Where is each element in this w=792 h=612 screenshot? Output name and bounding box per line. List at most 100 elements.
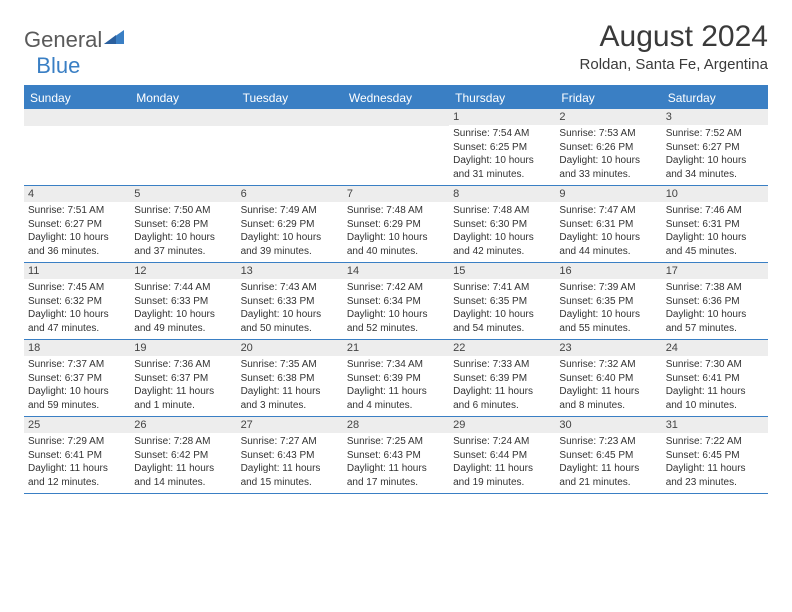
- day-details: Sunrise: 7:44 AMSunset: 6:33 PMDaylight:…: [130, 279, 236, 339]
- day-cell-7: 7Sunrise: 7:48 AMSunset: 6:29 PMDaylight…: [343, 186, 449, 262]
- week-row: 4Sunrise: 7:51 AMSunset: 6:27 PMDaylight…: [24, 186, 768, 263]
- day-details: Sunrise: 7:29 AMSunset: 6:41 PMDaylight:…: [24, 433, 130, 493]
- day-number: 13: [237, 263, 343, 279]
- day-header-tuesday: Tuesday: [237, 87, 343, 109]
- brand-triangle-icon: [104, 24, 124, 50]
- day-cell-9: 9Sunrise: 7:47 AMSunset: 6:31 PMDaylight…: [555, 186, 661, 262]
- day-cell-19: 19Sunrise: 7:36 AMSunset: 6:37 PMDayligh…: [130, 340, 236, 416]
- day-number: 17: [662, 263, 768, 279]
- day-number: 19: [130, 340, 236, 356]
- day-details: Sunrise: 7:34 AMSunset: 6:39 PMDaylight:…: [343, 356, 449, 416]
- month-title: August 2024: [580, 20, 768, 54]
- day-cell-12: 12Sunrise: 7:44 AMSunset: 6:33 PMDayligh…: [130, 263, 236, 339]
- brand-logo: General: [24, 24, 124, 56]
- day-cell-23: 23Sunrise: 7:32 AMSunset: 6:40 PMDayligh…: [555, 340, 661, 416]
- day-cell-17: 17Sunrise: 7:38 AMSunset: 6:36 PMDayligh…: [662, 263, 768, 339]
- day-number-empty: [130, 109, 236, 126]
- day-cell-25: 25Sunrise: 7:29 AMSunset: 6:41 PMDayligh…: [24, 417, 130, 493]
- day-details: Sunrise: 7:38 AMSunset: 6:36 PMDaylight:…: [662, 279, 768, 339]
- day-number: 26: [130, 417, 236, 433]
- day-number: 25: [24, 417, 130, 433]
- day-number-empty: [24, 109, 130, 126]
- day-number: 5: [130, 186, 236, 202]
- day-cell-24: 24Sunrise: 7:30 AMSunset: 6:41 PMDayligh…: [662, 340, 768, 416]
- brand-part2: Blue: [36, 53, 80, 79]
- day-details: Sunrise: 7:53 AMSunset: 6:26 PMDaylight:…: [555, 125, 661, 185]
- day-cell-30: 30Sunrise: 7:23 AMSunset: 6:45 PMDayligh…: [555, 417, 661, 493]
- day-cell-26: 26Sunrise: 7:28 AMSunset: 6:42 PMDayligh…: [130, 417, 236, 493]
- day-cell-31: 31Sunrise: 7:22 AMSunset: 6:45 PMDayligh…: [662, 417, 768, 493]
- day-details-empty: [343, 126, 449, 178]
- day-number: 28: [343, 417, 449, 433]
- day-details: Sunrise: 7:32 AMSunset: 6:40 PMDaylight:…: [555, 356, 661, 416]
- day-cell-empty: [130, 109, 236, 185]
- day-details: Sunrise: 7:48 AMSunset: 6:29 PMDaylight:…: [343, 202, 449, 262]
- day-number: 18: [24, 340, 130, 356]
- day-cell-8: 8Sunrise: 7:48 AMSunset: 6:30 PMDaylight…: [449, 186, 555, 262]
- day-number: 27: [237, 417, 343, 433]
- day-details: Sunrise: 7:52 AMSunset: 6:27 PMDaylight:…: [662, 125, 768, 185]
- day-number: 30: [555, 417, 661, 433]
- day-number: 12: [130, 263, 236, 279]
- day-number: 10: [662, 186, 768, 202]
- day-cell-20: 20Sunrise: 7:35 AMSunset: 6:38 PMDayligh…: [237, 340, 343, 416]
- day-details: Sunrise: 7:35 AMSunset: 6:38 PMDaylight:…: [237, 356, 343, 416]
- day-header-monday: Monday: [130, 87, 236, 109]
- day-number: 15: [449, 263, 555, 279]
- day-number-empty: [343, 109, 449, 126]
- day-cell-28: 28Sunrise: 7:25 AMSunset: 6:43 PMDayligh…: [343, 417, 449, 493]
- day-number: 1: [449, 109, 555, 125]
- brand-part1: General: [24, 27, 102, 53]
- day-cell-11: 11Sunrise: 7:45 AMSunset: 6:32 PMDayligh…: [24, 263, 130, 339]
- day-header-thursday: Thursday: [449, 87, 555, 109]
- day-details: Sunrise: 7:49 AMSunset: 6:29 PMDaylight:…: [237, 202, 343, 262]
- day-header-wednesday: Wednesday: [343, 87, 449, 109]
- day-header-friday: Friday: [555, 87, 661, 109]
- day-number: 3: [662, 109, 768, 125]
- day-details: Sunrise: 7:41 AMSunset: 6:35 PMDaylight:…: [449, 279, 555, 339]
- day-number: 22: [449, 340, 555, 356]
- day-header-row: SundayMondayTuesdayWednesdayThursdayFrid…: [24, 87, 768, 109]
- day-cell-21: 21Sunrise: 7:34 AMSunset: 6:39 PMDayligh…: [343, 340, 449, 416]
- day-cell-empty: [237, 109, 343, 185]
- day-number: 6: [237, 186, 343, 202]
- day-number: 23: [555, 340, 661, 356]
- day-details: Sunrise: 7:24 AMSunset: 6:44 PMDaylight:…: [449, 433, 555, 493]
- week-row: 1Sunrise: 7:54 AMSunset: 6:25 PMDaylight…: [24, 109, 768, 186]
- day-cell-15: 15Sunrise: 7:41 AMSunset: 6:35 PMDayligh…: [449, 263, 555, 339]
- day-details-empty: [237, 126, 343, 178]
- day-cell-27: 27Sunrise: 7:27 AMSunset: 6:43 PMDayligh…: [237, 417, 343, 493]
- day-cell-29: 29Sunrise: 7:24 AMSunset: 6:44 PMDayligh…: [449, 417, 555, 493]
- day-cell-1: 1Sunrise: 7:54 AMSunset: 6:25 PMDaylight…: [449, 109, 555, 185]
- day-details: Sunrise: 7:28 AMSunset: 6:42 PMDaylight:…: [130, 433, 236, 493]
- day-header-saturday: Saturday: [662, 87, 768, 109]
- day-details: Sunrise: 7:43 AMSunset: 6:33 PMDaylight:…: [237, 279, 343, 339]
- day-number: 16: [555, 263, 661, 279]
- day-number: 14: [343, 263, 449, 279]
- week-row: 11Sunrise: 7:45 AMSunset: 6:32 PMDayligh…: [24, 263, 768, 340]
- day-cell-4: 4Sunrise: 7:51 AMSunset: 6:27 PMDaylight…: [24, 186, 130, 262]
- day-cell-14: 14Sunrise: 7:42 AMSunset: 6:34 PMDayligh…: [343, 263, 449, 339]
- day-details: Sunrise: 7:36 AMSunset: 6:37 PMDaylight:…: [130, 356, 236, 416]
- day-cell-empty: [24, 109, 130, 185]
- day-number: 31: [662, 417, 768, 433]
- day-number-empty: [237, 109, 343, 126]
- title-block: August 2024 Roldan, Santa Fe, Argentina: [580, 20, 768, 73]
- day-details-empty: [24, 126, 130, 178]
- day-cell-2: 2Sunrise: 7:53 AMSunset: 6:26 PMDaylight…: [555, 109, 661, 185]
- day-number: 11: [24, 263, 130, 279]
- day-cell-10: 10Sunrise: 7:46 AMSunset: 6:31 PMDayligh…: [662, 186, 768, 262]
- calendar-grid: SundayMondayTuesdayWednesdayThursdayFrid…: [24, 85, 768, 494]
- day-number: 21: [343, 340, 449, 356]
- day-details: Sunrise: 7:54 AMSunset: 6:25 PMDaylight:…: [449, 125, 555, 185]
- week-row: 18Sunrise: 7:37 AMSunset: 6:37 PMDayligh…: [24, 340, 768, 417]
- day-details: Sunrise: 7:39 AMSunset: 6:35 PMDaylight:…: [555, 279, 661, 339]
- day-cell-5: 5Sunrise: 7:50 AMSunset: 6:28 PMDaylight…: [130, 186, 236, 262]
- day-details: Sunrise: 7:48 AMSunset: 6:30 PMDaylight:…: [449, 202, 555, 262]
- day-number: 7: [343, 186, 449, 202]
- day-details: Sunrise: 7:45 AMSunset: 6:32 PMDaylight:…: [24, 279, 130, 339]
- day-details: Sunrise: 7:51 AMSunset: 6:27 PMDaylight:…: [24, 202, 130, 262]
- day-cell-22: 22Sunrise: 7:33 AMSunset: 6:39 PMDayligh…: [449, 340, 555, 416]
- day-number: 20: [237, 340, 343, 356]
- day-details: Sunrise: 7:27 AMSunset: 6:43 PMDaylight:…: [237, 433, 343, 493]
